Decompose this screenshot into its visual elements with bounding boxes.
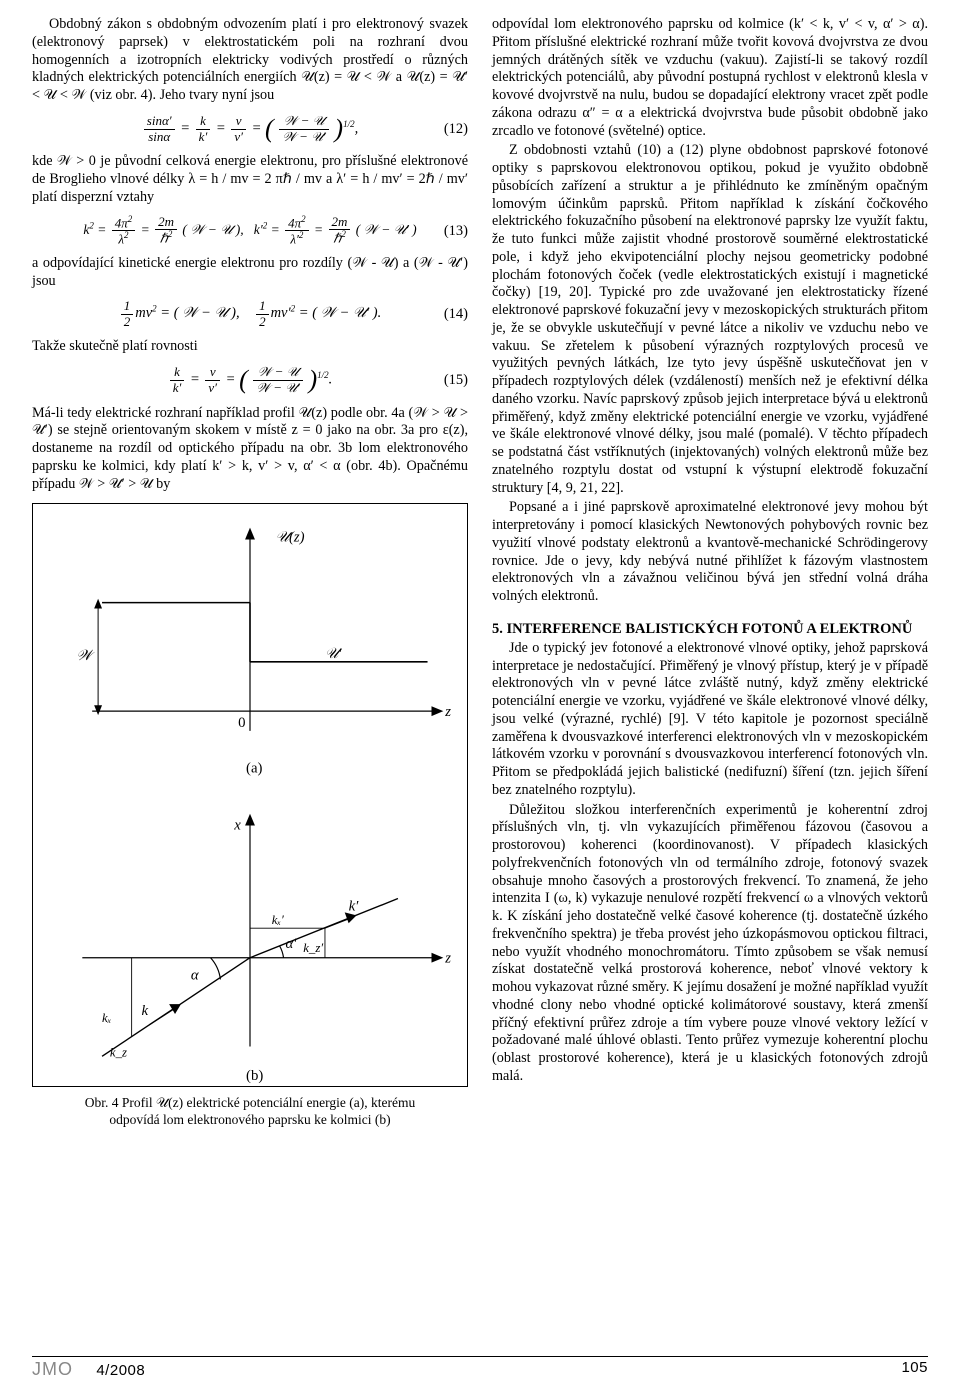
right-column: odpovídal lom elektronového paprsku od k… [492, 16, 928, 1316]
eq14-number: (14) [444, 305, 468, 323]
figure-4-svg: 𝒲 𝒰(z) 𝒰′ 0 z (a) [33, 504, 467, 1086]
equation-13: k2 = 4π2λ2 = 2mℏ2 ( 𝒲 − 𝒰 ), k′2 = 4π2λ′… [32, 215, 468, 247]
svg-text:z: z [444, 704, 451, 720]
left-para-3: a odpovídající kinetické energie elektro… [32, 255, 468, 291]
right-para-5: Důležitou složkou interferenčních experi… [492, 802, 928, 1086]
svg-text:0: 0 [238, 715, 245, 731]
svg-text:𝒰(z): 𝒰(z) [276, 530, 305, 546]
eq15-number: (15) [444, 371, 468, 389]
eq13-number: (13) [444, 222, 468, 240]
equation-15: kk′ = vv′ = ( 𝒲 − 𝒰𝒲 − 𝒰′ )1/2. (15) [32, 364, 468, 397]
eq12-number: (12) [444, 120, 468, 138]
svg-text:kₓ′: kₓ′ [272, 913, 284, 927]
svg-text:x: x [233, 818, 241, 834]
equation-12: sinα′sinα = kk′ = vv′ = ( 𝒲 − 𝒰𝒲 − 𝒰′ )1… [32, 113, 468, 146]
right-para-3: Popsané a i jiné paprskově aproximatelné… [492, 499, 928, 606]
svg-text:α: α [191, 968, 199, 984]
footer-page-number: 105 [901, 1359, 928, 1380]
right-para-1: odpovídal lom elektronového paprsku od k… [492, 16, 928, 140]
figure-4: 𝒲 𝒰(z) 𝒰′ 0 z (a) [32, 503, 468, 1087]
svg-text:k′: k′ [349, 899, 360, 915]
left-column: Obdobný zákon s obdobným odvozením platí… [32, 16, 468, 1316]
svg-text:z: z [444, 951, 451, 967]
svg-text:(b): (b) [246, 1068, 263, 1084]
left-para-1: Obdobný zákon s obdobným odvozením platí… [32, 16, 468, 105]
page: Obdobný zákon s obdobným odvozením platí… [0, 0, 960, 1388]
page-footer: JMO 4/2008 105 [32, 1356, 928, 1380]
equation-14: 12mv2 = ( 𝒲 − 𝒰 ), 12mv′2 = ( 𝒲 − 𝒰′ ). … [32, 298, 468, 330]
svg-text:𝒲: 𝒲 [76, 648, 95, 664]
left-para-2: kde 𝒲 > 0 je původní celková energie ele… [32, 153, 468, 206]
right-para-4: Jde o typický jev fotonové a elektronové… [492, 640, 928, 800]
svg-text:𝒰′: 𝒰′ [325, 646, 343, 662]
left-para-5: Má-li tedy elektrické rozhraní například… [32, 405, 468, 494]
svg-text:k_z: k_z [110, 1046, 127, 1060]
footer-issue: 4/2008 [96, 1362, 145, 1379]
svg-text:(a): (a) [246, 761, 262, 777]
svg-text:k_z′: k_z′ [303, 941, 323, 955]
left-para-4: Takže skutečně platí rovnosti [32, 338, 468, 356]
right-para-2: Z obdobnosti vztahů (10) a (12) plyne ob… [492, 142, 928, 497]
two-column-layout: Obdobný zákon s obdobným odvozením platí… [32, 16, 928, 1316]
svg-text:kₓ: kₓ [102, 1011, 112, 1025]
svg-text:k: k [142, 1003, 149, 1019]
svg-text:α′: α′ [286, 936, 298, 952]
figure-4-caption: Obr. 4 Profil 𝒰(z) elektrické potenciáln… [32, 1095, 468, 1129]
section-5-heading: 5. INTERFERENCE BALISTICKÝCH FOTONŮ A EL… [492, 620, 928, 638]
footer-logo: JMO [32, 1359, 73, 1379]
